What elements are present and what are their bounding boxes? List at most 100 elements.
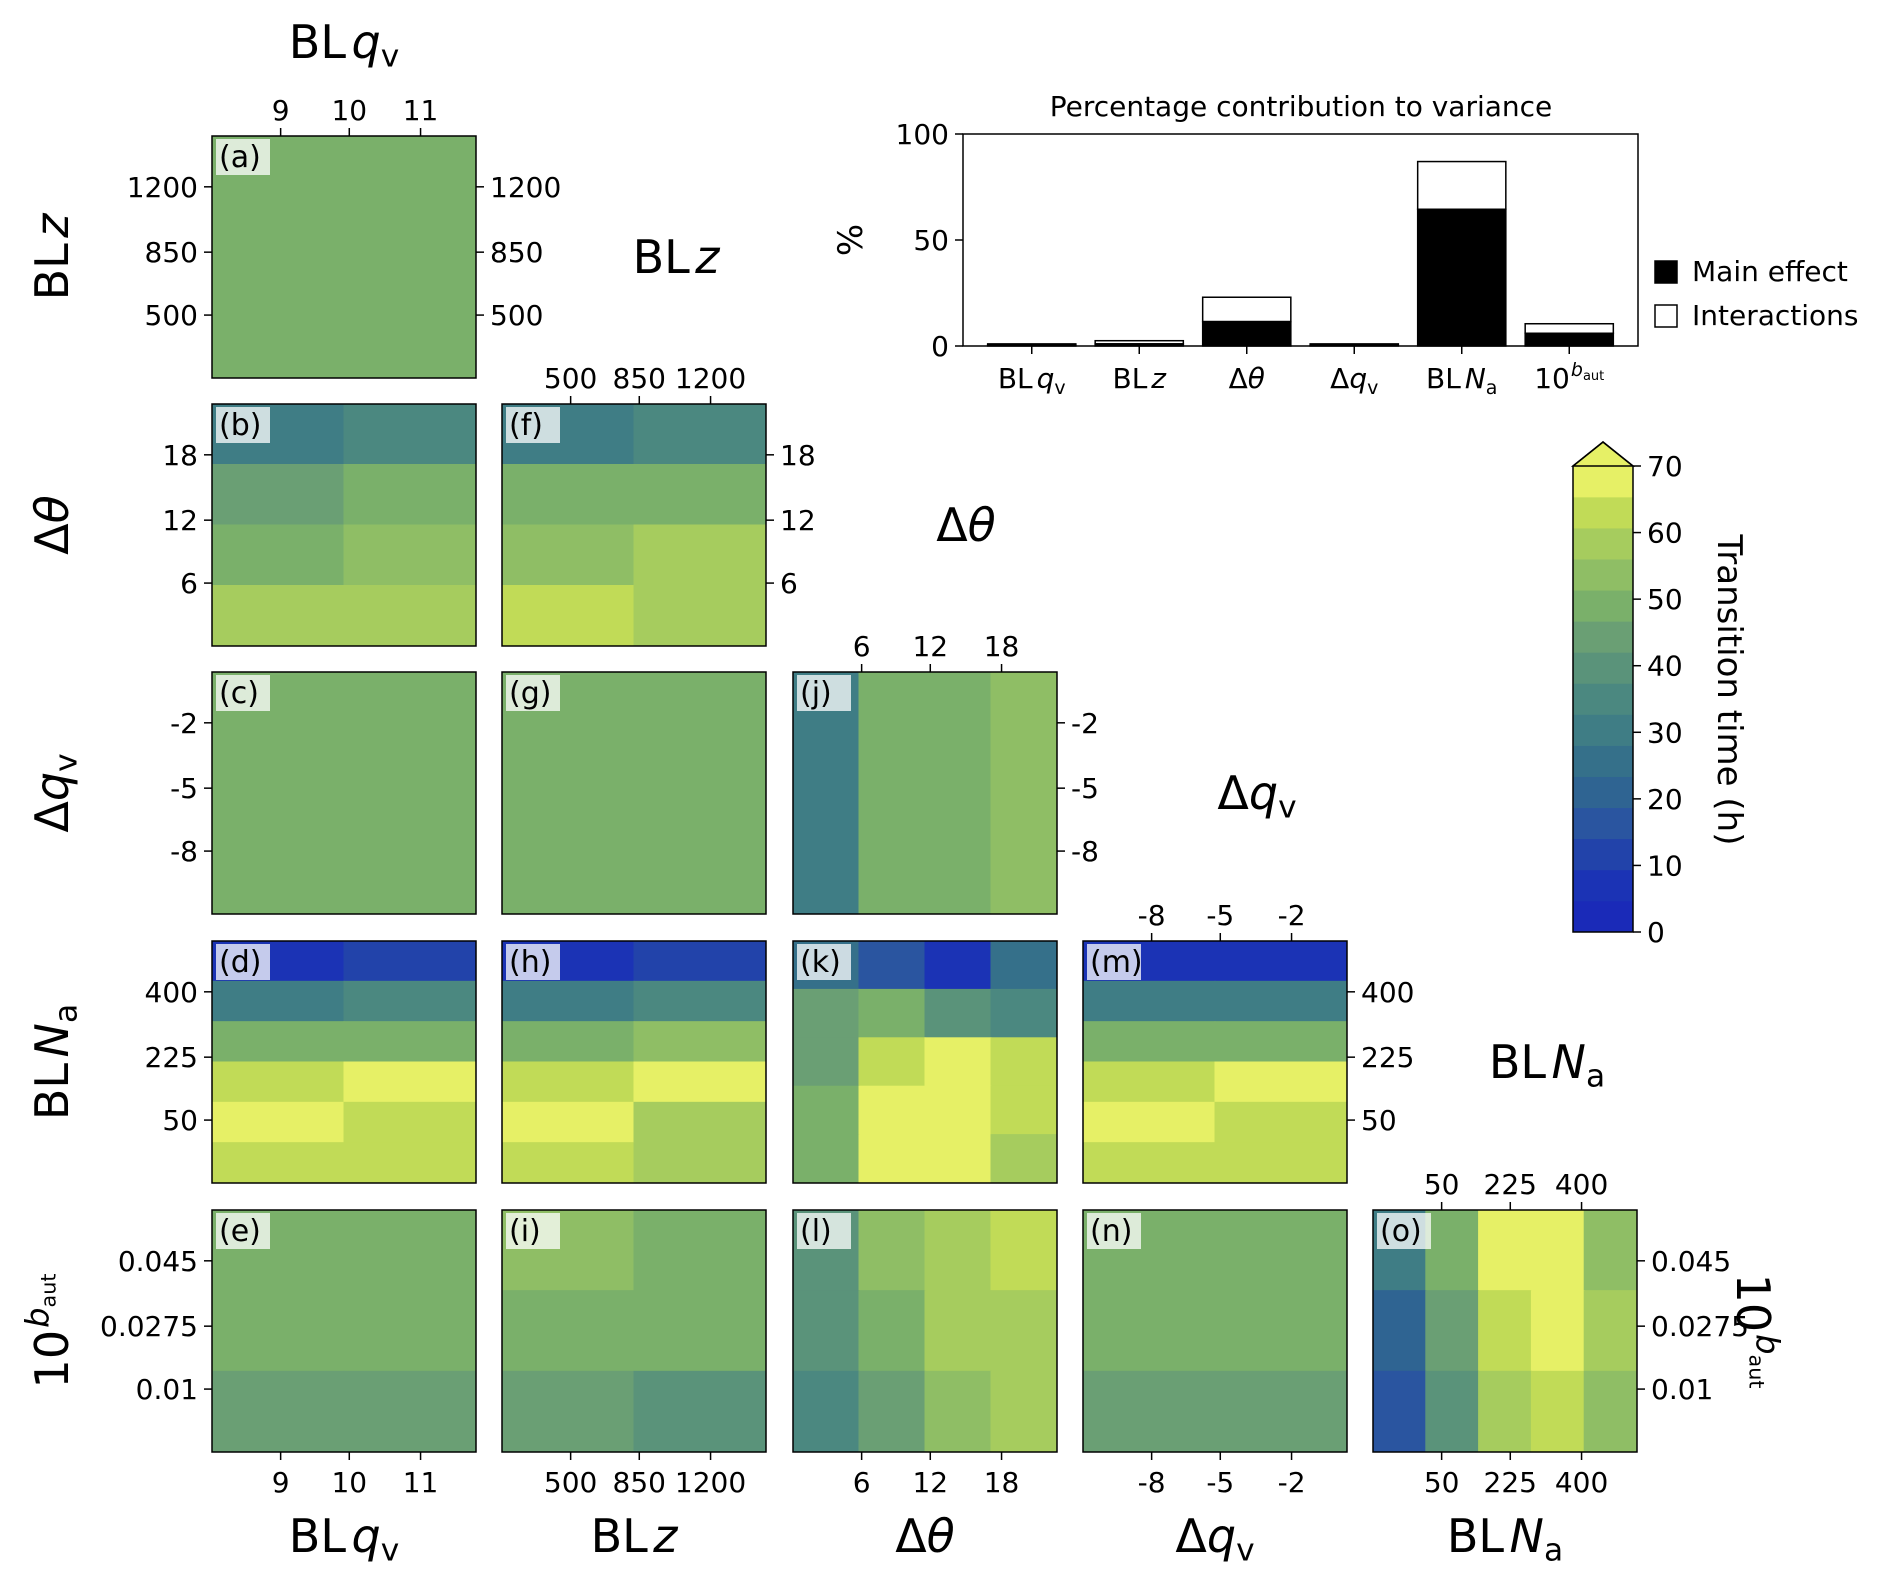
contour-cell	[502, 1061, 635, 1103]
contour-cell	[343, 404, 476, 465]
panel-frame	[1372, 1209, 1638, 1453]
col-label-z: BL z	[591, 1509, 679, 1563]
contour-cell	[990, 672, 1057, 794]
contour-cell	[633, 1101, 766, 1144]
contour-cell	[212, 1021, 345, 1063]
bar-category-label: BL Na	[1426, 362, 1497, 399]
contour-cell	[502, 980, 635, 1023]
bar-interactions	[1524, 322, 1615, 335]
panel-letter-bg	[506, 944, 560, 980]
y-tick-label: 850	[145, 236, 198, 269]
top-tick-label: -8	[1138, 899, 1166, 932]
panel-letter: (j)	[800, 676, 832, 711]
contour-cell	[212, 1142, 345, 1183]
panel-letter-bg	[216, 407, 270, 443]
top-tick-label: 50	[1424, 1168, 1460, 1201]
panel-letter: (c)	[219, 676, 259, 711]
contour-cell	[1583, 1290, 1637, 1372]
panel-frame	[211, 135, 477, 379]
contour-cell	[924, 1210, 992, 1292]
x-tick-label: 12	[912, 1466, 948, 1499]
top-tick-label: 1200	[675, 362, 746, 395]
panel-j: (j) 6 12 18 -8 -5 -2 Δqv	[792, 630, 1297, 915]
colorbar-band	[1573, 496, 1633, 529]
contour-cell	[212, 1101, 345, 1144]
contour-cell	[502, 1142, 635, 1183]
panel-letter: (l)	[800, 1214, 832, 1249]
contour-cell	[858, 672, 926, 794]
contour-cell	[343, 585, 476, 646]
contour-cell	[633, 980, 766, 1023]
contour-cell	[212, 980, 345, 1023]
contour-cell	[858, 1210, 926, 1292]
contour-cell	[633, 1021, 766, 1063]
variance-bar-chart: Percentage contribution to variance % Ma…	[831, 90, 1859, 399]
contour-cell	[924, 941, 992, 990]
colorbar-band	[1573, 558, 1633, 591]
contour-cell	[212, 1061, 345, 1103]
panel-letter-bg	[506, 407, 560, 443]
contour-cell	[633, 941, 766, 982]
colorbar-band	[1573, 869, 1633, 902]
bar-axes-frame	[962, 133, 1639, 347]
bar-main-effect	[1309, 344, 1400, 347]
bar-y-tick-label: 100	[896, 118, 949, 151]
bar-category-label: Δθ	[1229, 362, 1265, 395]
x-tick-label: -5	[1206, 1466, 1234, 1499]
bar-main-effect	[1201, 320, 1292, 347]
panel-g: (g)	[501, 671, 767, 915]
bar-category-label: 10baut	[1534, 359, 1604, 395]
contour-field	[1373, 1210, 1637, 1452]
contour-cell	[990, 941, 1057, 990]
contour-cell	[1083, 1290, 1216, 1372]
colorbar-band	[1573, 652, 1633, 684]
right-tick-label: -5	[1071, 772, 1099, 805]
panel-letter-bg	[1087, 944, 1141, 980]
y-tick-label: 0.01	[136, 1373, 198, 1406]
contour-cell	[1083, 1370, 1216, 1452]
x-tick-label: 1200	[675, 1466, 746, 1499]
contour-cell	[343, 792, 476, 914]
y-tick-label: 12	[162, 504, 198, 537]
legend-main-effect-label: Main effect	[1692, 255, 1848, 288]
panel-h: (h)	[501, 940, 767, 1184]
colorbar-band	[1573, 683, 1633, 715]
contour-cell	[343, 1370, 476, 1452]
contour-field	[793, 1210, 1057, 1452]
contour-field	[1083, 1210, 1347, 1452]
contour-field	[212, 404, 476, 646]
contour-cell	[990, 1134, 1057, 1183]
x-tick-label: 10	[331, 1466, 367, 1499]
y-tick-label: 400	[145, 976, 198, 1009]
contour-cell	[990, 988, 1057, 1039]
col-label-dtheta: Δθ	[895, 1509, 955, 1563]
panel-frame	[792, 940, 1058, 1184]
panel-letter-bg	[1087, 1213, 1141, 1249]
bar-y-tick-label: 50	[913, 224, 949, 257]
bar-chart-ylabel: %	[831, 224, 871, 256]
contour-cell	[1425, 1290, 1480, 1372]
right-tick-label: 850	[490, 236, 543, 269]
colorbar: Transition time (h) 0 10 20 30 40 50 60 70	[1570, 441, 1749, 949]
contour-cell	[793, 1370, 860, 1452]
panel-letter-bg	[216, 944, 270, 980]
panel-letter: (f)	[509, 408, 543, 443]
contour-cell	[502, 1370, 635, 1452]
panel-frame	[211, 671, 477, 915]
panel-frame	[211, 1209, 477, 1453]
panel-d: (d) 50 225 400 BLNa	[25, 940, 477, 1184]
contour-cell	[502, 792, 635, 914]
panel-n: (n) -8 -5 -2 Δqv	[1082, 1209, 1348, 1568]
contour-cell	[1214, 1101, 1347, 1144]
contour-cell	[1583, 1370, 1637, 1452]
contour-field	[212, 136, 476, 378]
bar-interactions	[1416, 160, 1507, 211]
contour-cell	[502, 1021, 635, 1063]
panel-frame	[792, 1209, 1058, 1453]
row-label-baut: 10baut	[19, 1274, 79, 1389]
bar-main-effect	[1416, 208, 1507, 347]
right-tick-label: 0.045	[1651, 1245, 1731, 1278]
colorbar-tick-label: 0	[1647, 916, 1665, 949]
contour-cell	[858, 1290, 926, 1372]
